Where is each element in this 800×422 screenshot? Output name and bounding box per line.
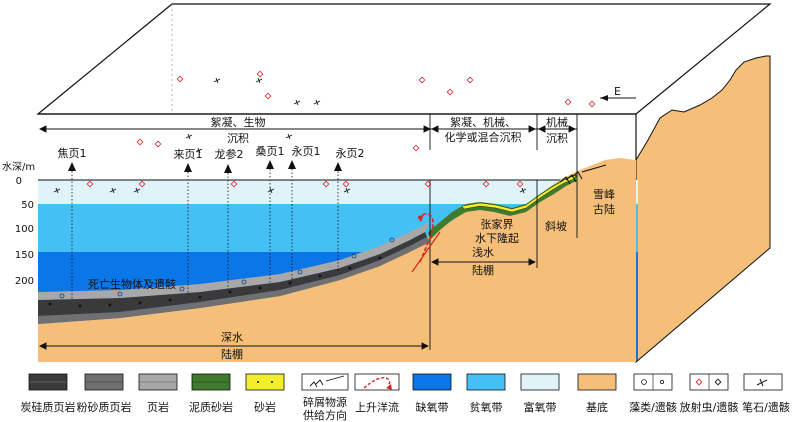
- deep-shelf-label-2: 陆棚: [221, 347, 243, 361]
- xuefeng-label-2: 古陆: [593, 202, 615, 216]
- legend-swatch-graptolite: [743, 373, 783, 391]
- depth-axis: 水深/m 0 50 100 150 200: [2, 161, 35, 287]
- silty-shale-layer: [38, 237, 430, 324]
- legend-label: 泥质砂岩: [189, 400, 233, 414]
- legend-label: 碎屑物源: [303, 395, 347, 409]
- east-arrow: E: [600, 85, 636, 101]
- legend-label: 炭硅质页岩: [21, 400, 76, 414]
- compass-label: E: [614, 85, 621, 98]
- legend-label: 基底: [586, 400, 608, 414]
- well-label: 来页1: [174, 148, 203, 161]
- depth-axis-title: 水深/m: [2, 161, 35, 173]
- dead-organisms-label: 死亡生物体及遗骸: [88, 277, 176, 291]
- well-label: 龙参2: [215, 147, 244, 161]
- well-label: 永页2: [336, 146, 365, 160]
- legend-swatch-algae: [633, 373, 673, 391]
- legend: 炭硅质页岩 粉砂质页岩 页岩 泥质砂岩 砂岩 碎屑物源 供给方向 上升洋流 缺氧…: [21, 373, 790, 422]
- sed-mechanical-label-2: 沉积: [546, 132, 568, 145]
- well-label: 焦页1: [58, 147, 87, 160]
- legend-label: 粉砂质页岩: [77, 400, 132, 414]
- well-label: 桑页1: [256, 145, 285, 158]
- slope-label: 斜坡: [545, 220, 567, 233]
- legend-label: 藻类/遗骸: [629, 400, 677, 414]
- sedimentation-brackets: [38, 114, 578, 178]
- legend-swatch-detrital-supply: [301, 373, 349, 391]
- xuefeng-side-face: [635, 55, 771, 364]
- shallow-shelf-label-2: 陆棚: [472, 263, 494, 277]
- depth-tick-50: 50: [21, 200, 34, 211]
- legend-swatch-radiolaria: [689, 373, 729, 391]
- zone-boundaries: [429, 180, 578, 350]
- fossil-symbols: [53, 70, 596, 299]
- depth-tick-150: 150: [15, 250, 34, 261]
- upwelling-arrow: [411, 213, 441, 273]
- sediment-layers: [38, 222, 430, 324]
- shallow-shelf-bracket: [430, 258, 537, 266]
- depth-tick-100: 100: [15, 224, 34, 235]
- zone-labels: 絮凝、生物 沉积 絮凝、机械、 化学或混合沉积 机械 沉积 张家界 水下隆起 斜…: [88, 115, 615, 361]
- seafloor-remains: [48, 256, 382, 308]
- carb-si-shale-layer: [38, 232, 427, 316]
- legend-swatch-dysoxic: [466, 373, 506, 391]
- depth-tick-200: 200: [15, 276, 34, 287]
- legend-label: 缺氧带: [416, 400, 449, 414]
- legend-swatch-oxic: [520, 373, 560, 391]
- legend-label: 供给方向: [303, 408, 347, 422]
- legend-swatch-silty-shale: [84, 373, 124, 391]
- legend-label: 贫氧带: [470, 400, 503, 414]
- legend-swatch-upwelling: [354, 373, 400, 391]
- uplift-label: 张家界: [481, 217, 514, 231]
- legend-label: 页岩: [147, 400, 169, 414]
- well-sangye1: 桑页1: [256, 145, 285, 285]
- deep-shelf-label: 深水: [221, 331, 243, 344]
- well-yongye1: 永页1: [288, 144, 321, 282]
- depth-tick-0: 0: [16, 176, 22, 187]
- legend-swatch-sandstone: [245, 373, 285, 391]
- well-longshen2: 龙参2: [215, 147, 244, 292]
- sed-flocculation-bio-label-2: 沉积: [227, 132, 249, 145]
- legend-label: 砂岩: [254, 400, 276, 414]
- sed-mixed-label: 絮凝、机械、: [450, 115, 516, 129]
- deep-shelf-bracket: [38, 342, 430, 350]
- legend-label: 上升洋流: [355, 400, 399, 414]
- legend-swatch-anoxic: [412, 373, 452, 391]
- legend-swatch-shale: [138, 373, 178, 391]
- well-jiaoye1: 焦页1: [58, 147, 87, 300]
- legend-swatch-carb-si-shale: [28, 373, 68, 391]
- block-frame: [36, 3, 772, 362]
- xuefeng-label: 雪峰: [593, 188, 615, 201]
- sed-flocculation-bio-label: 絮凝、生物: [211, 115, 266, 129]
- well-yongye2: 永页2: [334, 146, 365, 272]
- legend-label: 笔石/遗骸: [742, 400, 790, 414]
- sed-mixed-label-2: 化学或混合沉积: [445, 130, 522, 144]
- legend-swatch-muddy-sandstone: [191, 373, 231, 391]
- well-label: 永页1: [292, 144, 321, 158]
- well-laiye1: 来页1: [174, 148, 203, 295]
- detrital-supply-arrows: [559, 164, 607, 185]
- shallow-shelf-label: 浅水: [472, 246, 494, 259]
- legend-label: 富氧带: [524, 400, 557, 414]
- shale-layer: [38, 222, 430, 300]
- sed-mechanical-label: 机械: [546, 115, 568, 129]
- uplift-label-2: 水下隆起: [475, 231, 519, 245]
- legend-label: 放射虫/遗骸: [680, 400, 739, 414]
- legend-swatch-basement: [577, 373, 617, 391]
